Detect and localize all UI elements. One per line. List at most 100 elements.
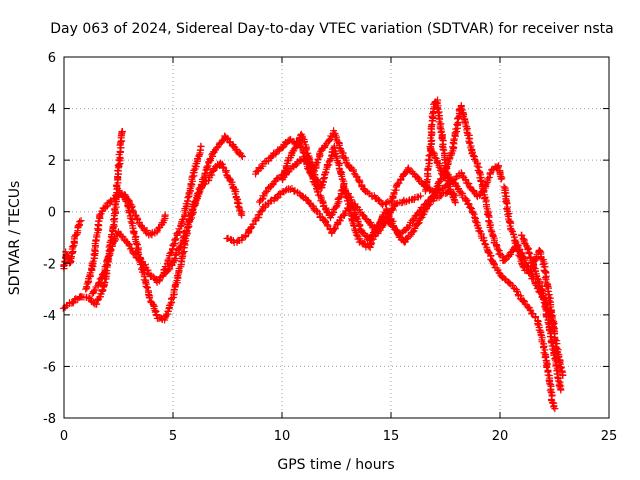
data-point-marker [504,211,512,219]
data-point-marker [292,161,300,169]
data-point-marker [424,202,432,210]
data-point-marker [463,196,471,204]
data-point-marker [288,148,296,156]
data-point-marker [451,179,459,187]
data-point-marker [319,175,327,183]
data-point-marker [465,180,473,188]
data-point-marker [508,226,516,234]
data-point-marker [305,155,313,163]
data-point-marker [107,231,115,239]
data-point-marker [465,200,473,208]
data-point-marker [142,282,150,290]
data-point-marker [343,194,351,202]
data-point-marker [261,189,269,197]
data-point-marker [316,192,324,200]
data-point-marker [433,104,441,112]
data-point-marker [334,158,342,166]
data-point-marker [118,127,126,135]
data-point-marker [331,224,339,232]
data-point-marker [74,222,82,230]
data-point-marker [146,294,154,302]
data-point-marker [203,164,211,172]
data-point-marker [86,294,94,302]
data-point-marker [190,166,198,174]
data-point-marker [171,236,179,244]
data-point-marker [438,142,446,150]
data-point-marker [160,266,168,274]
data-point-marker [93,300,101,308]
data-point-marker [337,169,345,177]
data-point-marker [549,345,557,353]
series-sat-track-9 [255,152,559,413]
data-point-marker [444,177,452,185]
data-point-marker [494,245,502,253]
data-point-marker [201,169,209,177]
y-tick-label: -8 [43,412,56,427]
data-point-marker [358,211,366,219]
data-point-marker [124,203,132,211]
data-point-marker [93,297,101,305]
data-point-marker [237,151,245,159]
data-point-marker [409,169,417,177]
series-sat-track-5 [115,159,246,324]
data-point-marker [421,206,429,214]
data-point-marker [330,144,338,152]
x-tick-label: 10 [274,429,291,444]
data-point-marker [325,136,333,144]
data-point-marker [143,284,151,292]
data-point-marker [136,257,144,265]
data-point-marker [440,146,448,154]
data-point-marker [417,192,425,200]
data-point-marker [471,213,479,221]
data-point-marker [307,163,315,171]
x-tick-label: 25 [601,429,618,444]
data-point-marker [238,211,246,219]
data-point-marker [135,250,143,258]
y-tick-label: 2 [48,154,56,169]
data-point-marker [467,204,475,212]
data-point-marker [539,295,547,303]
x-tick-label: 5 [169,429,177,444]
data-point-marker [484,175,492,183]
data-point-marker [393,180,401,188]
data-point-marker [341,189,349,197]
x-tick-label: 15 [383,429,400,444]
data-point-marker [390,222,398,230]
data-point-marker [147,230,155,238]
data-point-marker [526,250,534,258]
data-point-marker [470,152,478,160]
data-point-marker [343,197,351,205]
data-point-marker [551,355,559,363]
y-tick-label: 4 [48,103,56,118]
data-point-marker [133,241,141,249]
data-point-marker [196,186,204,194]
data-point-marker [546,387,554,395]
x-axis-label: GPS time / hours [277,457,394,473]
data-point-marker [550,403,558,411]
data-points [59,96,567,413]
data-point-marker [554,377,562,385]
data-point-marker [273,194,281,202]
data-point-marker [353,231,361,239]
data-point-marker [170,256,178,264]
data-point-marker [172,235,180,243]
data-point-marker [90,250,98,258]
data-point-marker [498,174,506,182]
axis-ticks: 0 5 10 15 20 25 -8 -6 -4 -2 0 2 4 6 [43,51,617,444]
data-point-marker [545,297,553,305]
data-point-marker [485,173,493,181]
data-point-marker [161,211,169,219]
data-point-marker [429,148,437,156]
data-point-marker [290,187,298,195]
data-point-marker [102,203,110,211]
data-point-marker [168,294,176,302]
data-point-marker [255,198,263,206]
data-point-marker [318,182,326,190]
data-point-marker [286,185,294,193]
data-point-marker [238,153,246,161]
y-tick-label: -2 [43,257,56,272]
y-tick-label: -6 [43,360,56,375]
data-point-marker [473,162,481,170]
data-point-marker [557,386,565,394]
